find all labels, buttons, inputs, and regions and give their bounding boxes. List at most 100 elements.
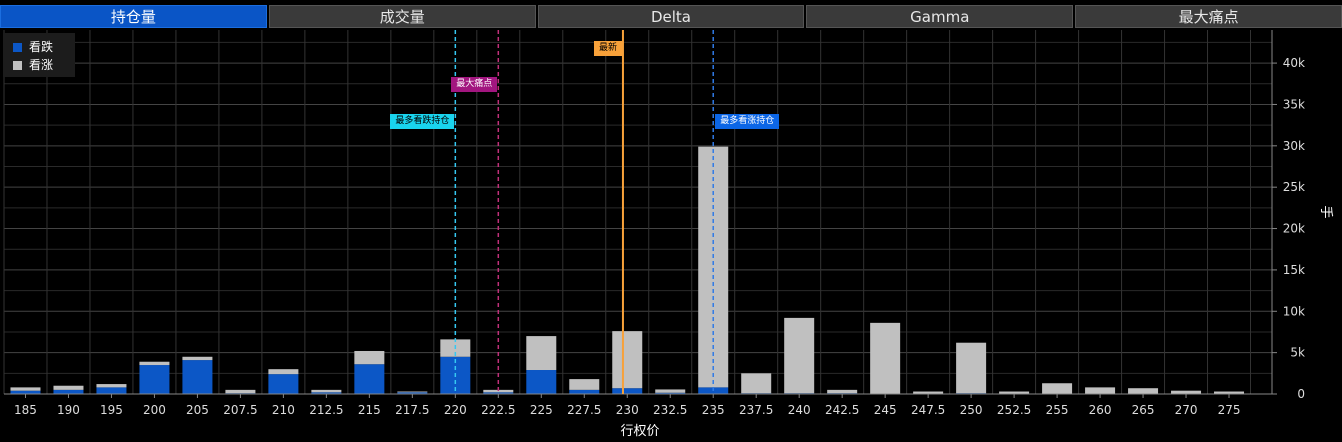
x-tick-label: 237.5 <box>739 403 773 417</box>
bar-call <box>913 391 944 394</box>
bar-call <box>354 350 385 365</box>
bar-call <box>1214 391 1245 394</box>
y-tick-label: 10k <box>1283 304 1305 318</box>
bar-call <box>10 387 41 391</box>
bar-call <box>182 356 213 361</box>
y-tick-label: 35k <box>1283 97 1305 111</box>
bar-put <box>96 387 127 394</box>
tab-open-interest[interactable]: 持仓量 <box>0 5 267 28</box>
x-tick-label: 195 <box>100 403 123 417</box>
legend-swatch-call <box>13 61 22 70</box>
bar-call <box>741 373 772 394</box>
x-tick-label: 265 <box>1132 403 1155 417</box>
marker-flag-3: 最多看涨持仓 <box>715 114 780 129</box>
bar-call <box>311 389 342 393</box>
bar-put <box>10 390 41 394</box>
x-tick-label: 240 <box>788 403 811 417</box>
x-tick-label: 200 <box>143 403 166 417</box>
y-tick-label: 40k <box>1283 56 1305 70</box>
x-axis-title: 行权价 <box>620 423 659 439</box>
bar-call <box>827 389 858 394</box>
marker-flag-0: 最多看跌持仓 <box>390 114 455 129</box>
x-tick-label: 215 <box>358 403 381 417</box>
bar-put <box>612 388 643 394</box>
x-tick-label: 275 <box>1218 403 1241 417</box>
bar-call <box>956 342 987 394</box>
legend-label-call: 看涨 <box>29 58 54 72</box>
x-tick-label: 220 <box>444 403 467 417</box>
bar-call <box>1128 388 1159 394</box>
legend-swatch-put <box>13 43 22 52</box>
x-tick-label: 227.5 <box>567 403 601 417</box>
bar-put <box>569 389 600 394</box>
x-tick-label: 242.5 <box>825 403 859 417</box>
bar-put <box>268 374 299 394</box>
tab-gamma[interactable]: Gamma <box>806 5 1074 28</box>
x-tick-label: 247.5 <box>911 403 945 417</box>
bar-call <box>870 322 901 394</box>
x-tick-label: 205 <box>186 403 209 417</box>
tab-delta[interactable]: Delta <box>537 5 805 28</box>
bar-call <box>698 146 729 388</box>
bar-put <box>311 392 342 394</box>
bar-call <box>139 361 170 366</box>
x-tick-label: 222.5 <box>481 403 515 417</box>
bar-call <box>526 336 557 371</box>
bar-call <box>1042 383 1073 394</box>
bar-call <box>225 389 256 394</box>
y-tick-label: 5k <box>1290 346 1305 360</box>
bar-call <box>999 391 1030 394</box>
x-tick-label: 270 <box>1175 403 1198 417</box>
tab-max-pain[interactable]: 最大痛点 <box>1075 5 1342 28</box>
legend-item-put[interactable]: 看跌 <box>13 39 53 55</box>
x-tick-label: 255 <box>1046 403 1069 417</box>
marker-flag-1: 最大痛点 <box>451 77 498 92</box>
x-tick-label: 250 <box>960 403 983 417</box>
tab-volume[interactable]: 成交量 <box>268 5 536 28</box>
x-tick-label: 252.5 <box>997 403 1031 417</box>
x-tick-label: 232.5 <box>653 403 687 417</box>
x-tick-label: 212.5 <box>309 403 343 417</box>
bar-put <box>397 392 428 394</box>
x-tick-label: 235 <box>702 403 725 417</box>
bar-call <box>53 385 84 390</box>
y-tick-label: 25k <box>1283 180 1305 194</box>
bar-call <box>569 379 600 390</box>
x-tick-label: 260 <box>1089 403 1112 417</box>
y-tick-label: 20k <box>1283 222 1305 236</box>
x-tick-label: 245 <box>874 403 897 417</box>
x-tick-label: 190 <box>57 403 80 417</box>
bar-call <box>1171 390 1202 394</box>
bar-put <box>139 365 170 394</box>
bar-put <box>182 360 213 394</box>
bar-put <box>53 389 84 394</box>
bar-put <box>483 392 514 394</box>
bar-call <box>268 369 299 375</box>
bar-call <box>612 331 643 389</box>
x-tick-label: 230 <box>616 403 639 417</box>
chart-legend: 看跌 看涨 <box>3 33 75 77</box>
y-tick-label: 0 <box>1297 387 1305 401</box>
bar-call <box>483 389 514 393</box>
marker-flag-2: 最新 <box>593 41 622 56</box>
x-tick-label: 207.5 <box>223 403 257 417</box>
bar-call <box>655 389 686 393</box>
bar-call <box>1085 387 1116 394</box>
x-tick-label: 225 <box>530 403 553 417</box>
bar-put <box>655 392 686 394</box>
bar-call <box>784 317 815 394</box>
x-tick-label: 210 <box>272 403 295 417</box>
y-tick-label: 15k <box>1283 263 1305 277</box>
x-tick-label: 185 <box>14 403 37 417</box>
legend-label-put: 看跌 <box>29 40 54 54</box>
bar-put <box>526 370 557 394</box>
y-axis-title: 手 <box>1318 205 1333 218</box>
bar-call <box>397 391 428 393</box>
tab-bar: 持仓量 成交量 Delta Gamma 最大痛点 <box>0 5 1342 28</box>
bar-put <box>354 364 385 394</box>
y-tick-label: 30k <box>1283 139 1305 153</box>
x-tick-label: 217.5 <box>395 403 429 417</box>
legend-item-call[interactable]: 看涨 <box>13 57 53 73</box>
bar-call <box>96 384 127 388</box>
